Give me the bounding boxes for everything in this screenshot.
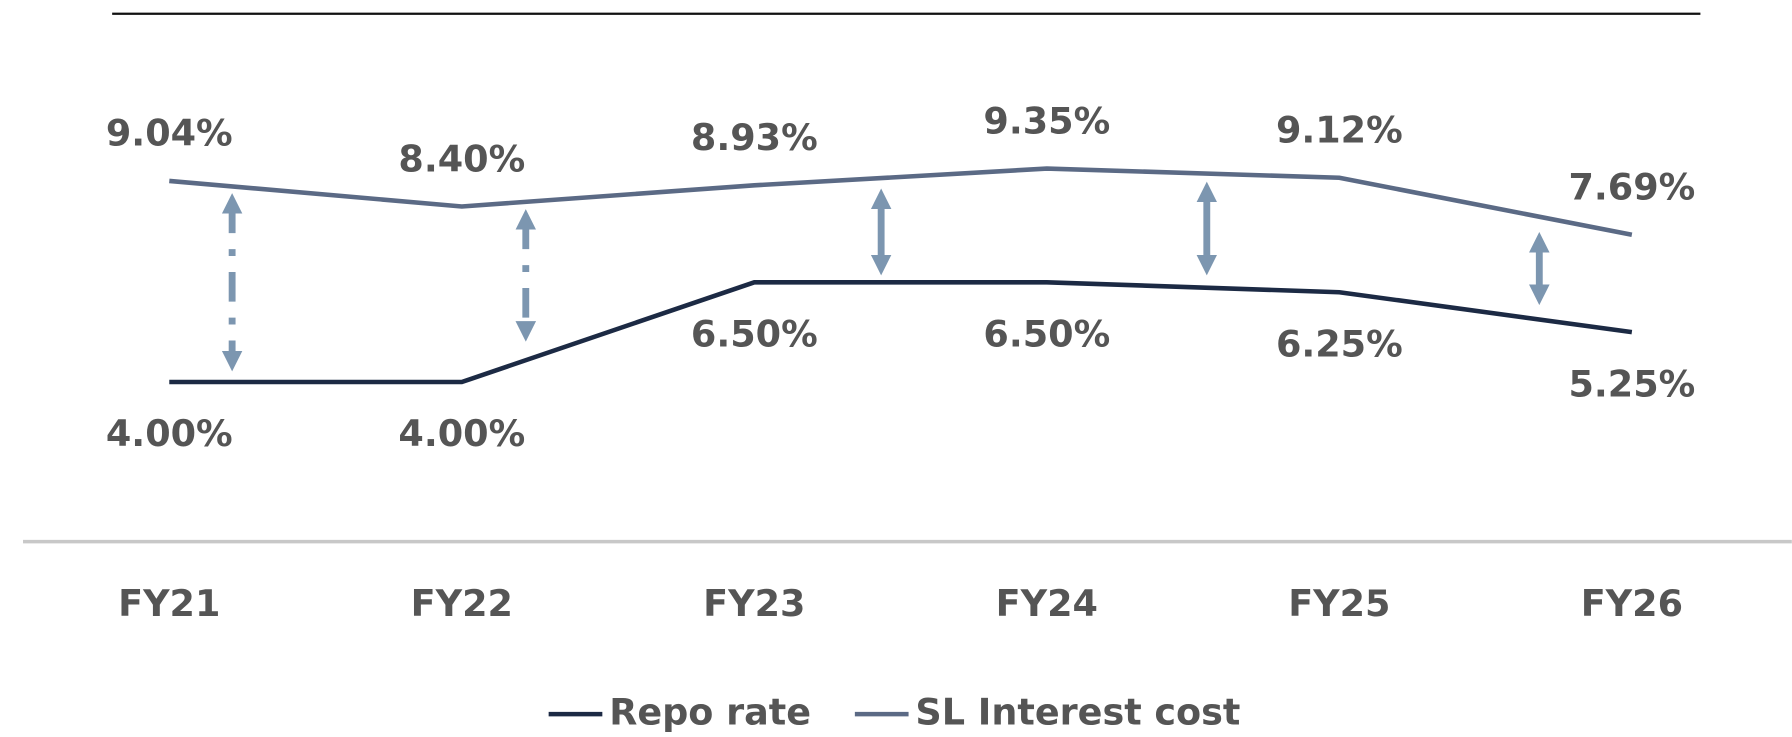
data-label: 4.00% bbox=[398, 412, 525, 455]
legend-label: Repo rate bbox=[609, 691, 811, 734]
series-line bbox=[169, 279, 1633, 385]
data-label: 8.40% bbox=[398, 137, 525, 180]
x-tick-label: FY22 bbox=[411, 582, 513, 625]
x-tick-label: FY25 bbox=[1288, 582, 1390, 625]
legend-label: SL Interest cost bbox=[915, 691, 1240, 734]
data-label: 7.69% bbox=[1568, 166, 1695, 209]
data-label: 4.00% bbox=[106, 412, 233, 455]
data-label: 9.12% bbox=[1276, 109, 1403, 152]
data-label: 6.50% bbox=[983, 312, 1110, 355]
data-label: 5.25% bbox=[1568, 362, 1695, 405]
x-tick-label: FY26 bbox=[1581, 582, 1683, 625]
data-label: 8.93% bbox=[691, 116, 818, 159]
series-line bbox=[169, 166, 1633, 238]
data-label: 6.25% bbox=[1276, 322, 1403, 365]
x-tick-label: FY24 bbox=[996, 582, 1098, 625]
x-tick-label: FY21 bbox=[118, 582, 220, 625]
data-label: 6.50% bbox=[691, 312, 818, 355]
data-label: 9.35% bbox=[983, 99, 1110, 142]
gap-arrows bbox=[221, 181, 1550, 372]
x-tick-label: FY23 bbox=[703, 582, 805, 625]
data-label: 9.04% bbox=[106, 112, 233, 155]
